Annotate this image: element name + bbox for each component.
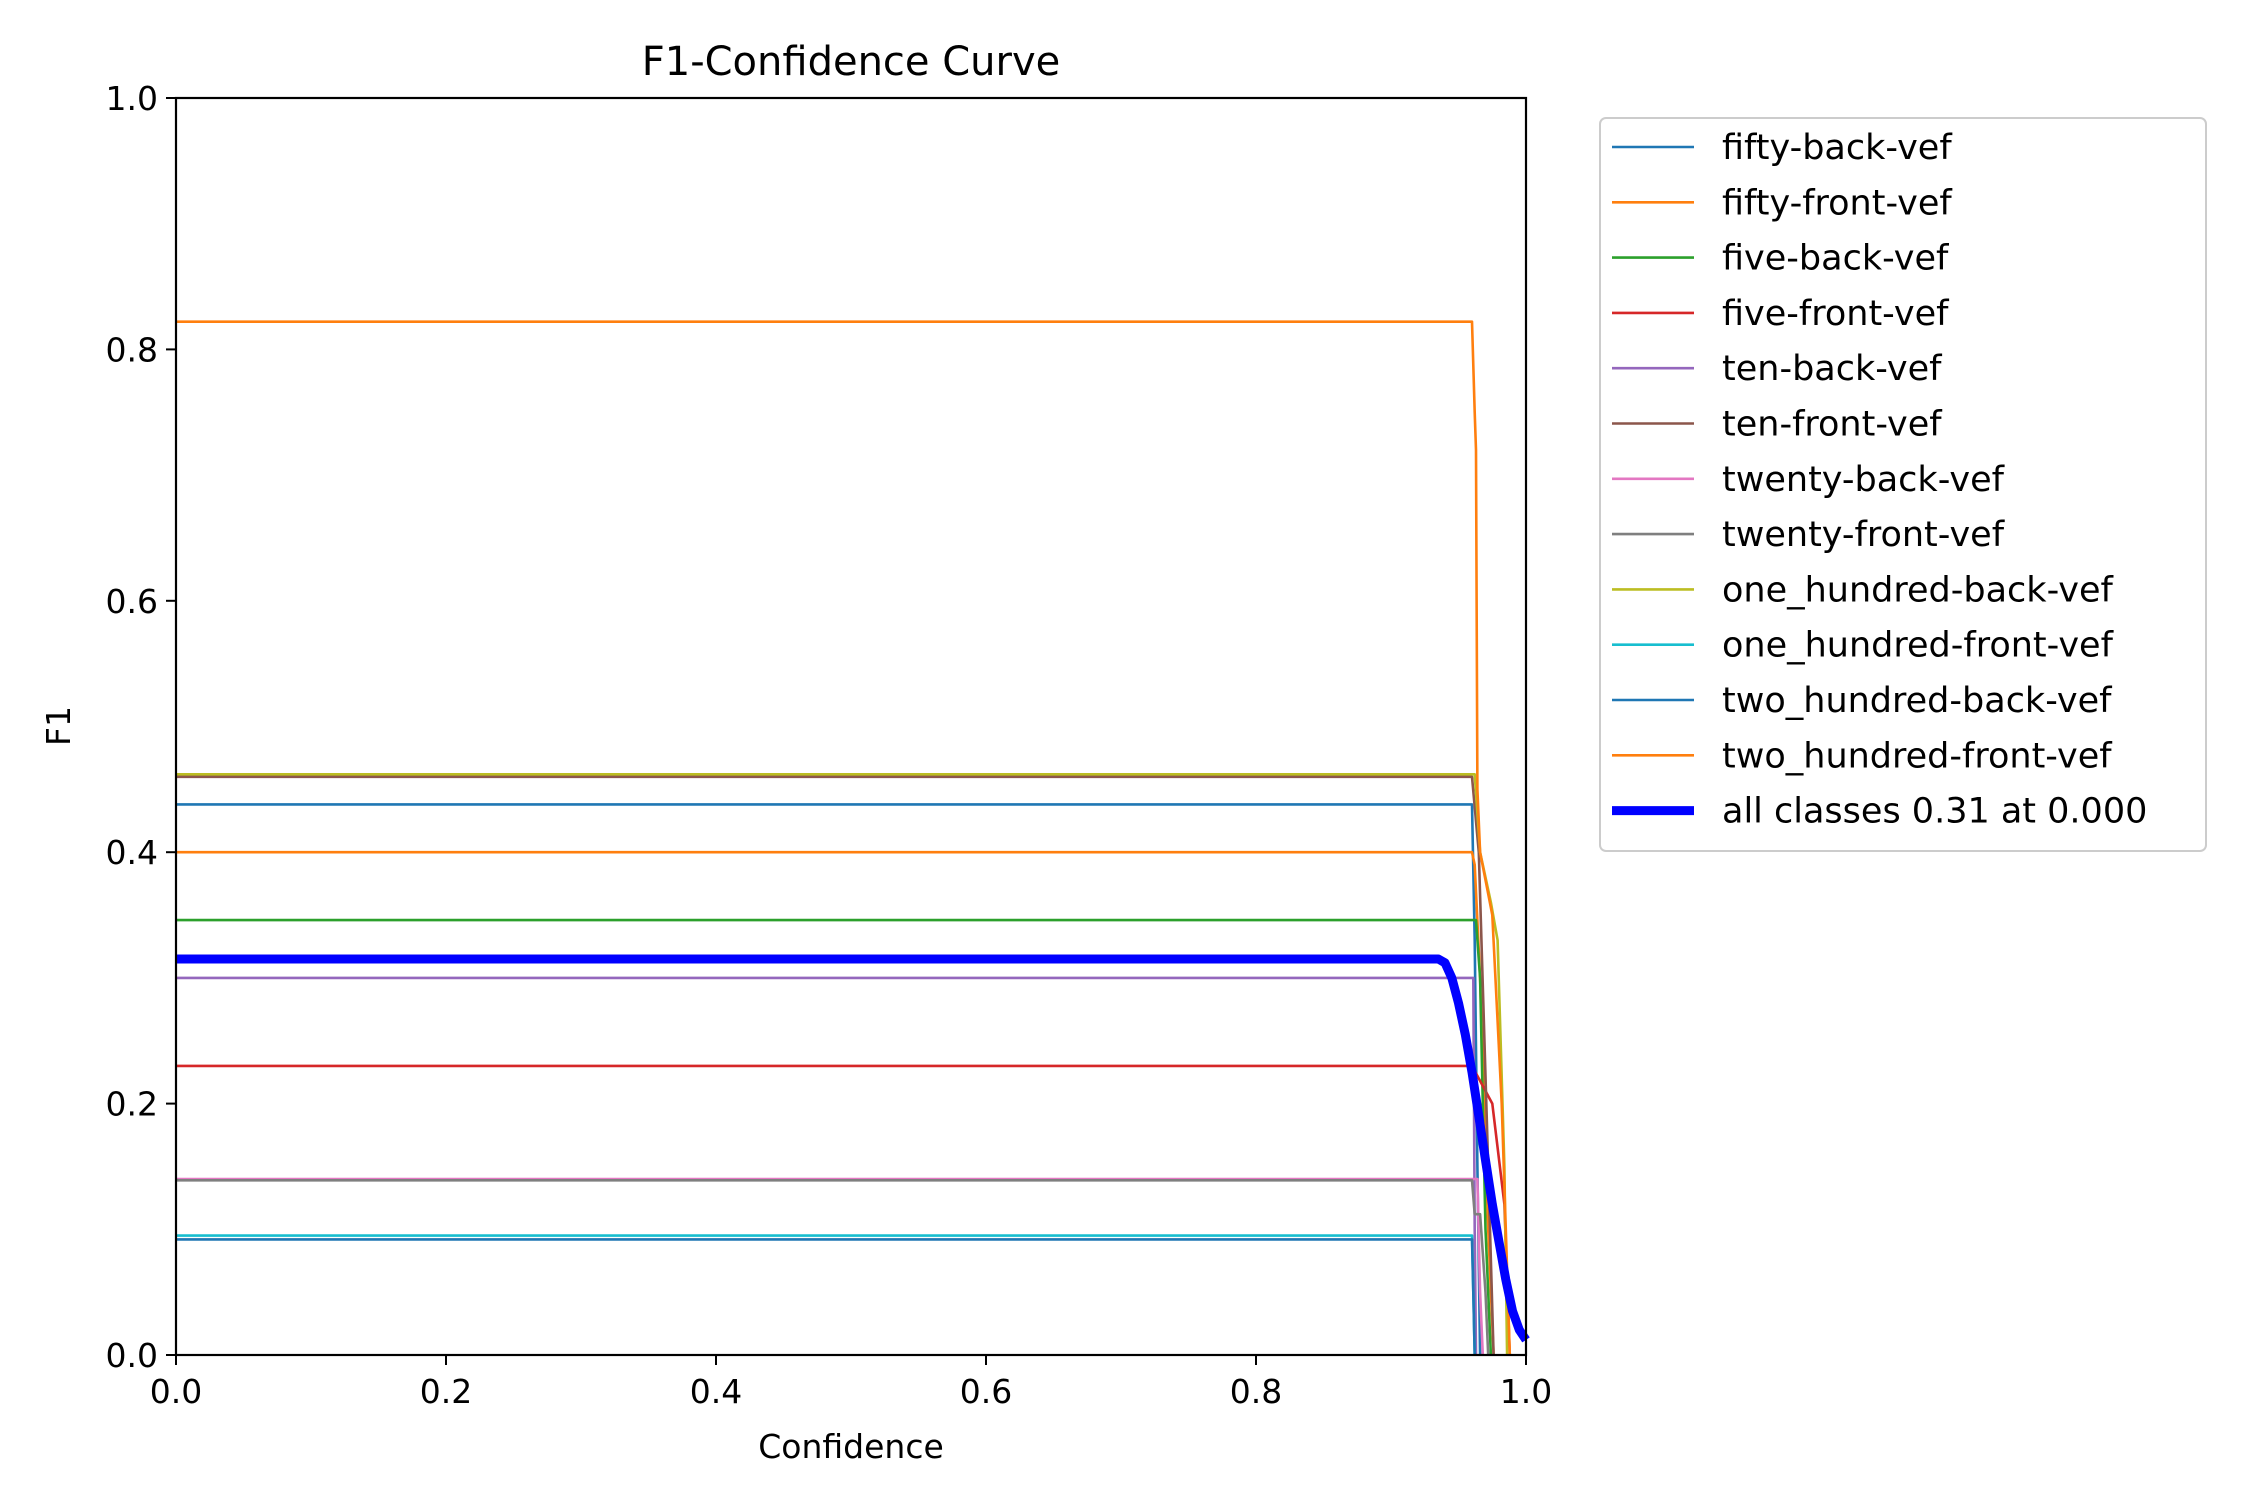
y-tick-label-2: 0.4 [106, 833, 158, 872]
legend-label-0: fifty-back-vef [1722, 128, 1952, 168]
plot-frame [174, 96, 1528, 1357]
legend: fifty-back-vef fifty-front-vef five-back-v… [1599, 117, 2207, 852]
legend-label-3: five-front-vef [1722, 294, 1949, 334]
y-tick-label-3: 0.6 [106, 582, 158, 621]
x-tick-label-1: 0.2 [420, 1372, 472, 1411]
legend-label-9: one_hundred-front-vef [1722, 626, 2114, 666]
legend-label-10: two_hundred-back-vef [1722, 681, 2112, 721]
series-line-2 [176, 918, 1493, 1356]
series-line-11 [176, 320, 1512, 1356]
x-tick-label-4: 0.8 [1230, 1372, 1282, 1411]
y-tick-label-5: 1.0 [106, 79, 158, 118]
plot-lines [176, 320, 1530, 1356]
y-tick-label-4: 0.8 [106, 330, 158, 369]
legend-label-11: two_hundred-front-vef [1722, 736, 2112, 776]
y-tick-label-0: 0.0 [106, 1336, 158, 1375]
y-tick-label-1: 0.2 [106, 1085, 158, 1124]
x-tick-label-3: 0.6 [960, 1372, 1012, 1411]
legend-box [1599, 117, 2207, 852]
y-axis-ticks: 0.0 0.2 0.4 0.6 0.8 1.0 [106, 79, 176, 1375]
series-line-12 [176, 954, 1530, 1343]
x-tick-label-5: 1.0 [1500, 1372, 1552, 1411]
legend-label-1: fifty-front-vef [1722, 183, 1952, 223]
series-line-10 [176, 1238, 1476, 1356]
legend-label-6: twenty-back-vef [1722, 460, 2005, 500]
x-tick-label-2: 0.4 [690, 1372, 742, 1411]
series-line-1 [176, 850, 1495, 1356]
x-tick-label-0: 0.0 [150, 1372, 202, 1411]
legend-label-12: all classes 0.31 at 0.000 [1722, 792, 2147, 832]
y-axis-title: F1 [39, 706, 78, 746]
legend-label-5: ten-front-vef [1722, 405, 1942, 445]
chart-title: F1-Confidence Curve [642, 39, 1061, 85]
series-line-7 [176, 1179, 1490, 1356]
legend-label-7: twenty-front-vef [1722, 515, 2005, 555]
legend-label-8: one_hundred-back-vef [1722, 570, 2114, 610]
legend-label-2: five-back-vef [1722, 239, 1949, 279]
x-axis-title: Confidence [758, 1427, 944, 1466]
legend-entries: fifty-back-vef fifty-front-vef five-back-v… [1612, 128, 2147, 832]
legend-label-4: ten-back-vef [1722, 349, 1942, 389]
x-axis-ticks: 0.0 0.2 0.4 0.6 0.8 1.0 [150, 1355, 1552, 1411]
